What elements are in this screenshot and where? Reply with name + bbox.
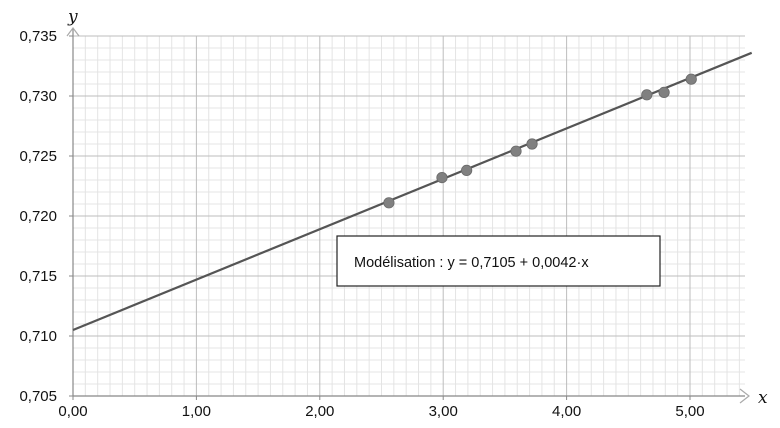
x-tick-label: 4,00 <box>552 403 581 420</box>
x-tick-label: 5,00 <box>675 403 704 420</box>
regression-line <box>72 51 753 332</box>
data-points <box>383 73 697 209</box>
data-point <box>461 164 473 176</box>
x-axis-arrow <box>739 388 750 404</box>
x-axis-label: x <box>758 388 768 408</box>
model-annotation-text: Modélisation : y = 0,7105 + 0,0042·x <box>354 255 589 271</box>
x-tick-label: 0,00 <box>58 403 87 420</box>
x-tick-label: 2,00 <box>305 403 334 420</box>
x-tick-labels: 0,00 1,00 2,00 3,00 4,00 5,00 <box>58 403 704 420</box>
data-point <box>641 89 653 101</box>
axes <box>66 27 750 404</box>
regression-line-group <box>72 51 753 332</box>
y-tick-label: 0,705 <box>19 388 57 405</box>
data-point <box>658 86 670 99</box>
data-point <box>383 197 395 209</box>
y-axis-label: y <box>67 7 78 27</box>
y-tick-label: 0,730 <box>19 88 57 105</box>
y-tick-label: 0,725 <box>19 148 57 165</box>
y-tick-label: 0,735 <box>19 28 57 45</box>
data-point <box>526 138 538 150</box>
y-tick-labels: 0,705 0,710 0,715 0,720 0,725 0,730 0,735 <box>19 28 57 405</box>
x-tick-label: 3,00 <box>429 403 458 420</box>
y-tick-label: 0,715 <box>19 268 57 285</box>
data-point <box>436 172 448 184</box>
y-axis-arrow <box>66 27 80 37</box>
model-annotation-box <box>336 235 661 287</box>
y-tick-label: 0,710 <box>19 328 57 345</box>
data-point <box>510 145 522 157</box>
data-point <box>685 73 697 85</box>
major-grid <box>73 35 745 396</box>
x-tick-label: 1,00 <box>182 403 211 420</box>
model-annotation: Modélisation : y = 0,7105 + 0,0042·x <box>336 235 661 287</box>
y-tick-label: 0,720 <box>19 208 57 225</box>
